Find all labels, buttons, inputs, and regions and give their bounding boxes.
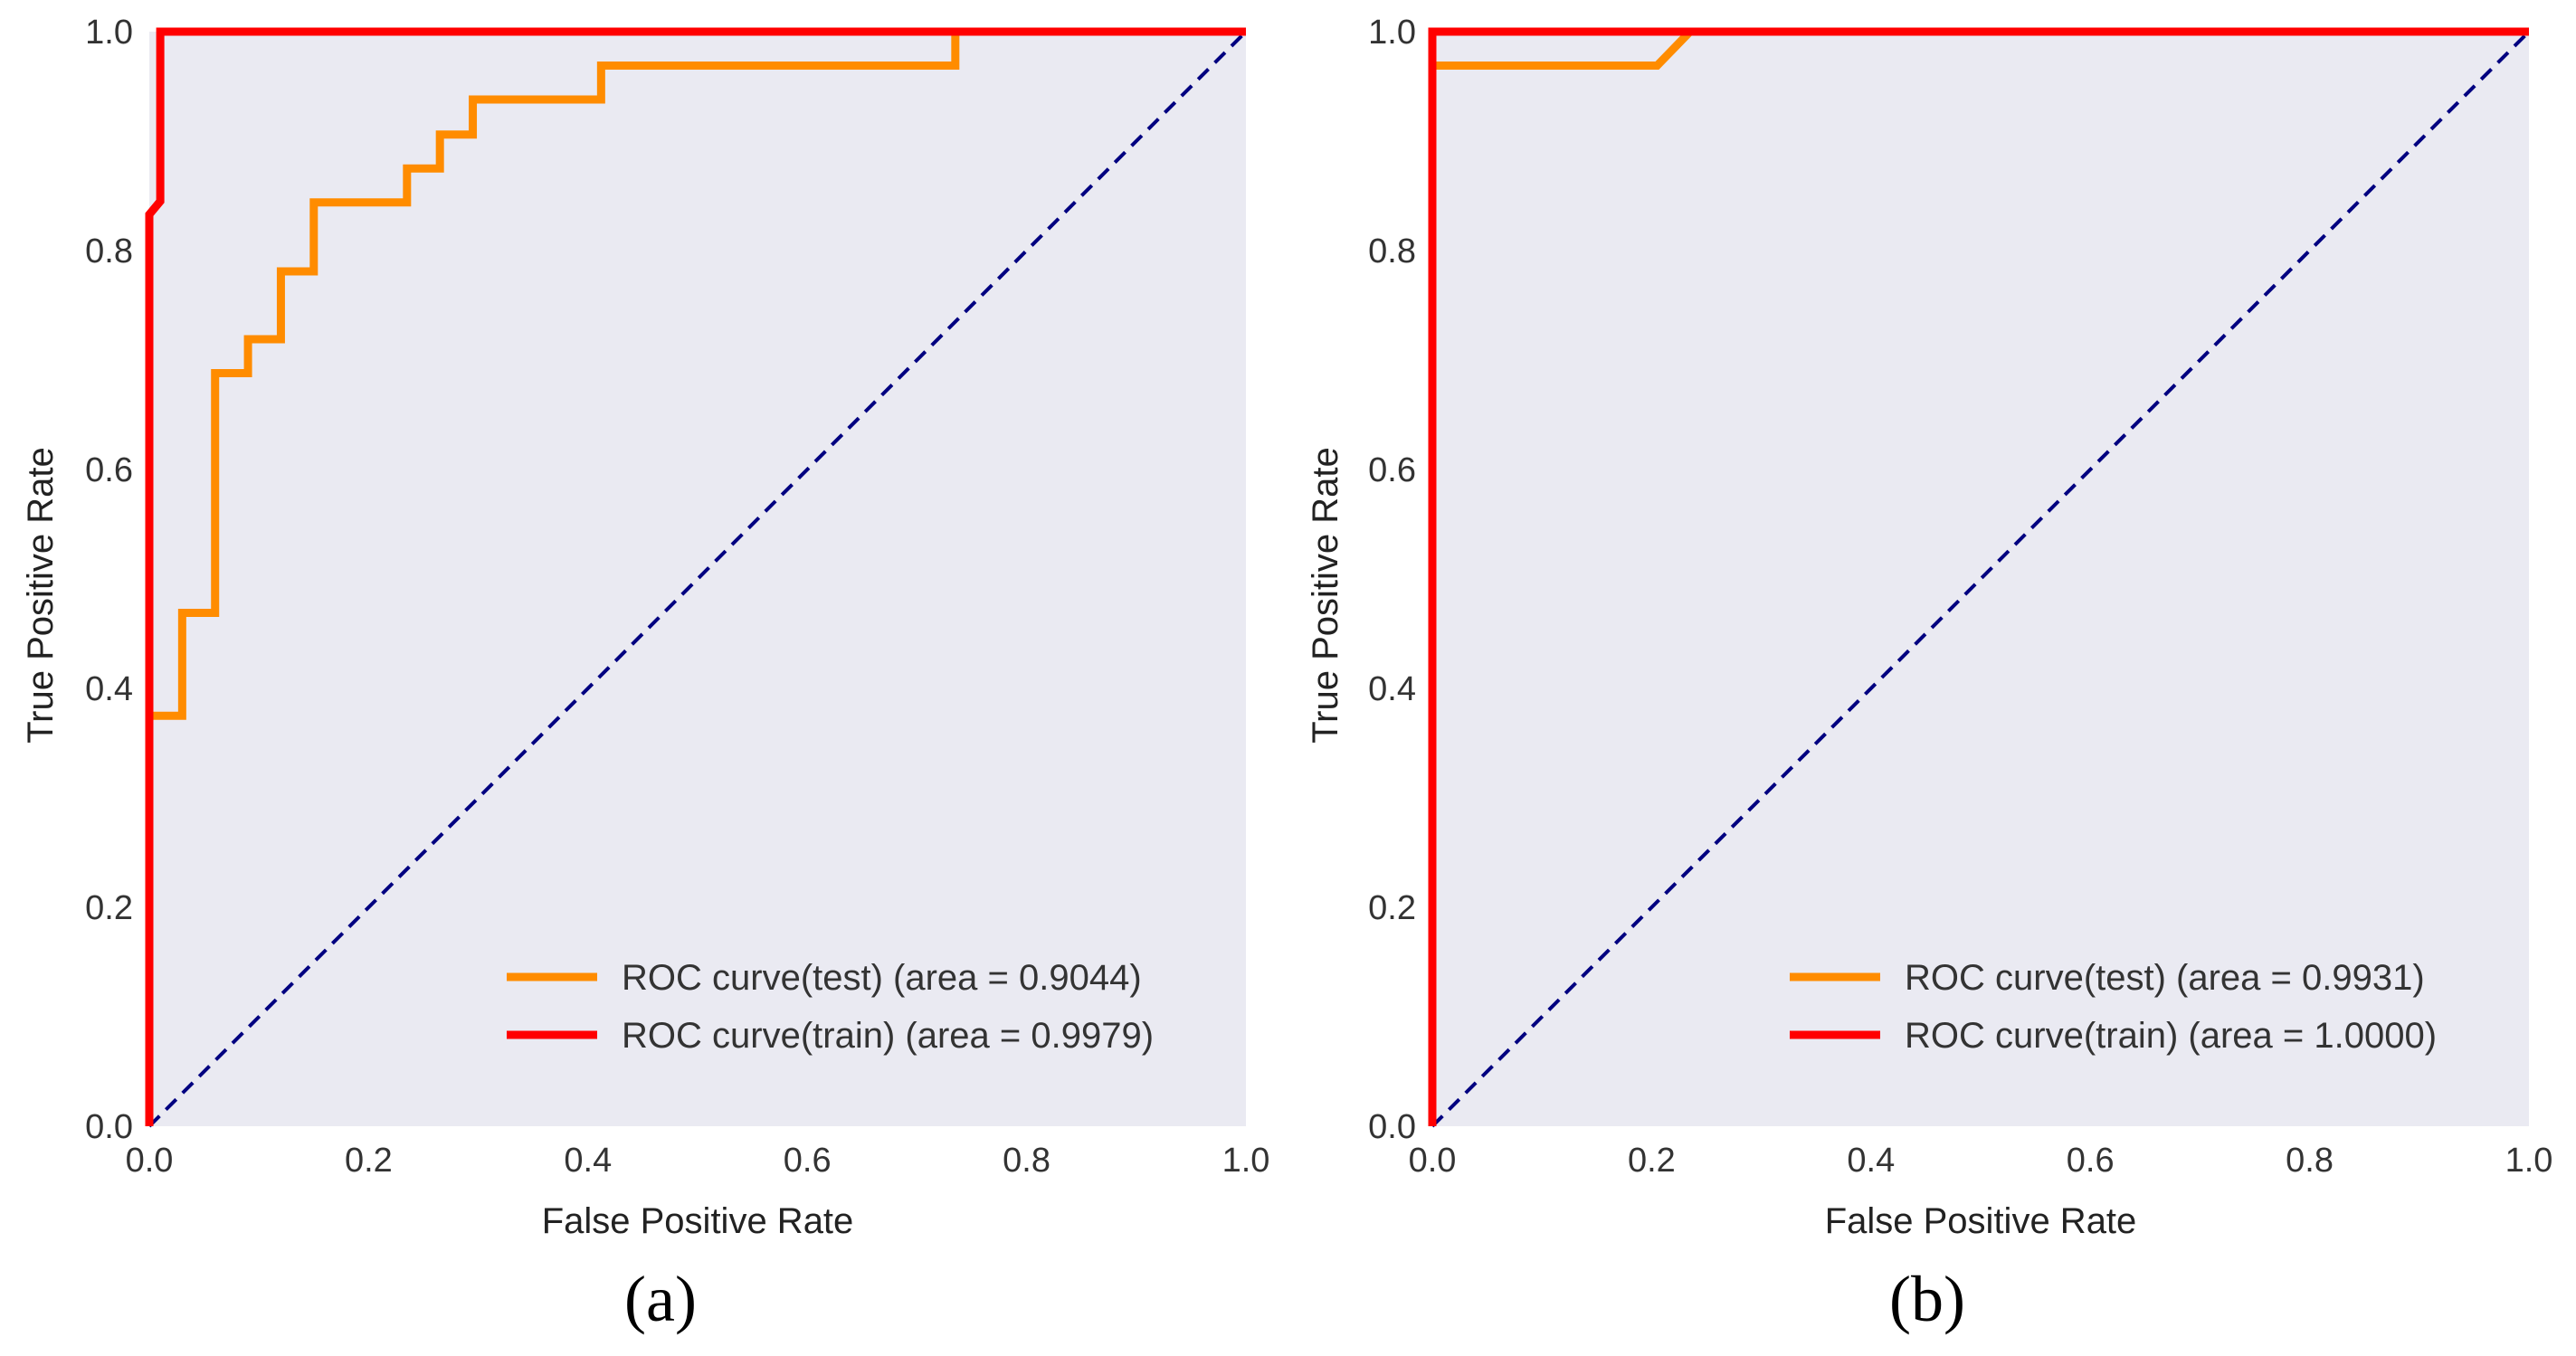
y-axis-label: True Positive Rate [21, 447, 61, 744]
y-tick-label: 0.6 [1368, 451, 1416, 489]
x-tick-label: 0.2 [345, 1142, 393, 1180]
roc-train-line [145, 27, 1246, 1126]
chart-panel-b: 0.0 0.2 0.4 0.6 0.8 1.0 0.0 0.2 0.4 0.6 0.8 1.0 Fals… [1306, 14, 2552, 1335]
legend: ROC curve(test) (area = 0.9044) ROC curve… [507, 958, 1154, 1056]
y-tick-label: 1.0 [85, 14, 133, 52]
x-tick-label: 0.0 [1409, 1142, 1457, 1180]
y-axis-label: True Positive Rate [1306, 447, 1345, 744]
x-tick-label: 0.4 [1847, 1142, 1895, 1180]
y-tick-label: 0.0 [85, 1108, 133, 1146]
legend: ROC curve(test) (area = 0.9931) ROC curve… [1790, 958, 2437, 1056]
plot-area [149, 32, 1246, 1126]
y-tick-label: 0.2 [1368, 889, 1416, 927]
chart-panel-a: 0.0 0.2 0.4 0.6 0.8 1.0 0.0 0.2 0.4 0.6 0.8 1.0 Fals… [21, 14, 1269, 1335]
x-tick-label: 0.4 [564, 1142, 612, 1180]
plot-area [1432, 32, 2529, 1126]
legend-train-label: ROC curve(train) (area = 1.0000) [1905, 1016, 2437, 1056]
legend-test-label: ROC curve(test) (area = 0.9044) [622, 958, 1142, 998]
y-tick-label: 0.2 [85, 889, 133, 927]
roc-test-line [145, 27, 1246, 1126]
legend-test-label: ROC curve(test) (area = 0.9931) [1905, 958, 2425, 998]
legend-train-label: ROC curve(train) (area = 0.9979) [622, 1016, 1154, 1056]
x-tick-label: 1.0 [1222, 1142, 1270, 1180]
x-axis-label: False Positive Rate [542, 1201, 854, 1241]
y-tick-label: 1.0 [1368, 14, 1416, 52]
panel-label: (a) [624, 1263, 697, 1335]
y-tick-label: 0.0 [1368, 1108, 1416, 1146]
y-tick-label: 0.6 [85, 451, 133, 489]
x-tick-label: 1.0 [2505, 1142, 2553, 1180]
x-axis-label: False Positive Rate [1825, 1201, 2137, 1241]
y-tick-label: 0.8 [1368, 232, 1416, 270]
x-tick-label: 0.6 [784, 1142, 832, 1180]
x-tick-label: 0.8 [1003, 1142, 1050, 1180]
x-tick-label: 0.2 [1628, 1142, 1676, 1180]
y-tick-label: 0.8 [85, 232, 133, 270]
y-tick-label: 0.4 [1368, 670, 1416, 708]
panel-label: (b) [1889, 1263, 1965, 1335]
x-tick-label: 0.0 [126, 1142, 174, 1180]
y-tick-label: 0.4 [85, 670, 133, 708]
x-tick-label: 0.6 [2067, 1142, 2115, 1180]
x-tick-label: 0.8 [2286, 1142, 2334, 1180]
roc-train-line [1428, 27, 2529, 1126]
